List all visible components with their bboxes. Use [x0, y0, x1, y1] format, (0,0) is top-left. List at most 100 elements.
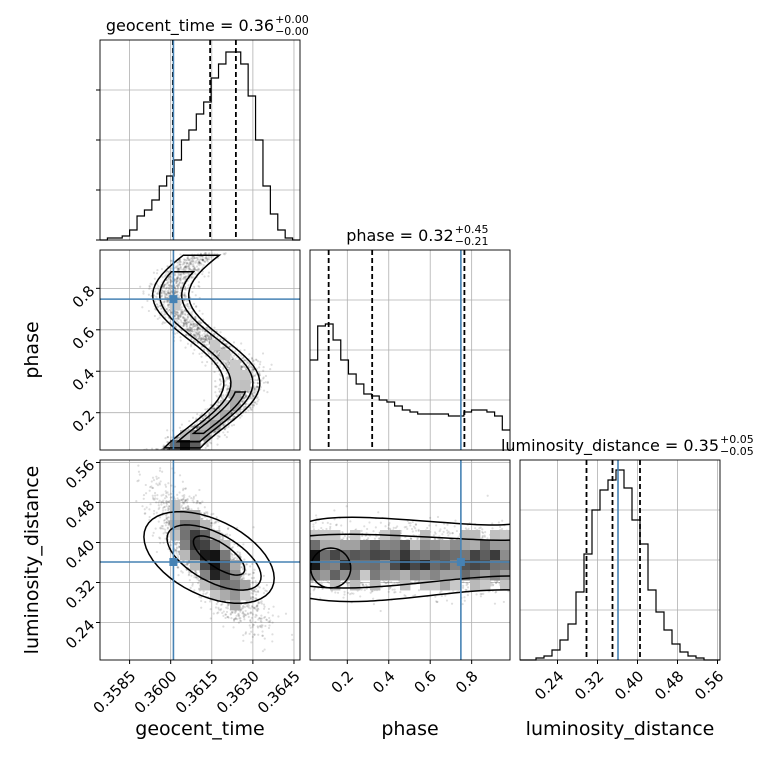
sample-point [190, 326, 193, 329]
sample-point [188, 272, 191, 276]
sample-point [254, 597, 258, 600]
sample-point [164, 485, 168, 488]
sample-point [253, 381, 256, 384]
sample-point [190, 318, 193, 321]
sample-point [185, 259, 189, 262]
sample-point [260, 379, 263, 382]
sample-point [170, 267, 173, 270]
sample-point [219, 331, 222, 334]
sample-point [147, 309, 150, 313]
sample-point [223, 347, 226, 350]
sample-point [187, 320, 191, 324]
sample-point [217, 401, 220, 404]
sample-point [165, 517, 168, 520]
sample-point [194, 325, 197, 328]
sample-point [178, 263, 181, 266]
sample-point [162, 290, 165, 293]
sample-point [218, 373, 221, 376]
sample-point [167, 305, 170, 309]
sample-point [168, 444, 171, 447]
sample-point [208, 338, 211, 341]
sample-point [194, 268, 197, 272]
sample-point [169, 281, 172, 284]
sample-point [141, 505, 144, 508]
sample-point [222, 424, 225, 427]
sample-point [218, 364, 221, 367]
sample-point [206, 338, 209, 342]
sample-point [155, 302, 159, 306]
sample-point [191, 260, 194, 263]
sample-point [206, 334, 209, 337]
sample-point [179, 315, 182, 319]
sample-point [251, 623, 255, 626]
sample-point [178, 281, 181, 285]
sample-point [167, 278, 170, 281]
sample-point [198, 320, 201, 323]
sample-point [239, 416, 242, 419]
sample-point [232, 619, 236, 623]
sample-point [193, 322, 196, 326]
sample-point [167, 294, 170, 298]
sample-point [185, 325, 189, 328]
sample-point [177, 436, 180, 439]
sample-point [196, 269, 199, 272]
sample-point [174, 325, 178, 328]
sample-point [223, 423, 226, 427]
sample-point [202, 592, 205, 595]
sample-point [154, 300, 157, 303]
sample-point [218, 435, 221, 438]
sample-point [247, 409, 250, 412]
sample-point [189, 261, 192, 265]
sample-point [262, 381, 265, 384]
sample-point [184, 321, 187, 324]
sample-point [195, 305, 198, 308]
sample-point [179, 278, 182, 281]
sample-point [254, 401, 257, 404]
sample-point [199, 262, 203, 265]
sample-point [167, 286, 170, 290]
sample-point [189, 261, 192, 264]
sample-point [141, 306, 144, 309]
sample-point [206, 326, 209, 329]
sample-point [200, 337, 203, 340]
sample-point [186, 256, 189, 260]
sample-point [222, 339, 225, 342]
sample-point [218, 378, 222, 381]
sample-point [149, 282, 152, 285]
sample-point [160, 291, 163, 294]
sample-point [203, 252, 207, 255]
sample-point [191, 255, 194, 258]
sample-point [213, 430, 217, 433]
sample-point [203, 332, 206, 335]
sample-point [216, 350, 219, 353]
sample-point [201, 416, 204, 419]
sample-point [167, 292, 170, 295]
sample-point [184, 499, 187, 503]
sample-point [226, 615, 230, 618]
sample-point [239, 553, 242, 556]
sample-point [200, 338, 203, 341]
sample-point [200, 355, 203, 358]
sample-point [190, 269, 193, 272]
sample-point [205, 258, 208, 261]
sample-point [182, 324, 185, 327]
sample-point [253, 391, 256, 395]
sample-point [187, 508, 190, 511]
sample-point [184, 346, 187, 349]
sample-point [216, 349, 219, 353]
sample-point [226, 363, 229, 366]
sample-point [148, 284, 151, 288]
sample-point [192, 267, 195, 270]
sample-point [215, 351, 219, 354]
sample-point [257, 398, 260, 401]
sample-point [225, 426, 228, 429]
sample-point [186, 328, 190, 331]
sample-point [170, 279, 173, 282]
sample-point [180, 499, 183, 502]
sample-point [223, 253, 226, 256]
sample-point [216, 353, 219, 356]
sample-point [162, 541, 165, 544]
sample-point [187, 428, 190, 431]
sample-point [176, 316, 179, 320]
sample-point [175, 261, 179, 264]
